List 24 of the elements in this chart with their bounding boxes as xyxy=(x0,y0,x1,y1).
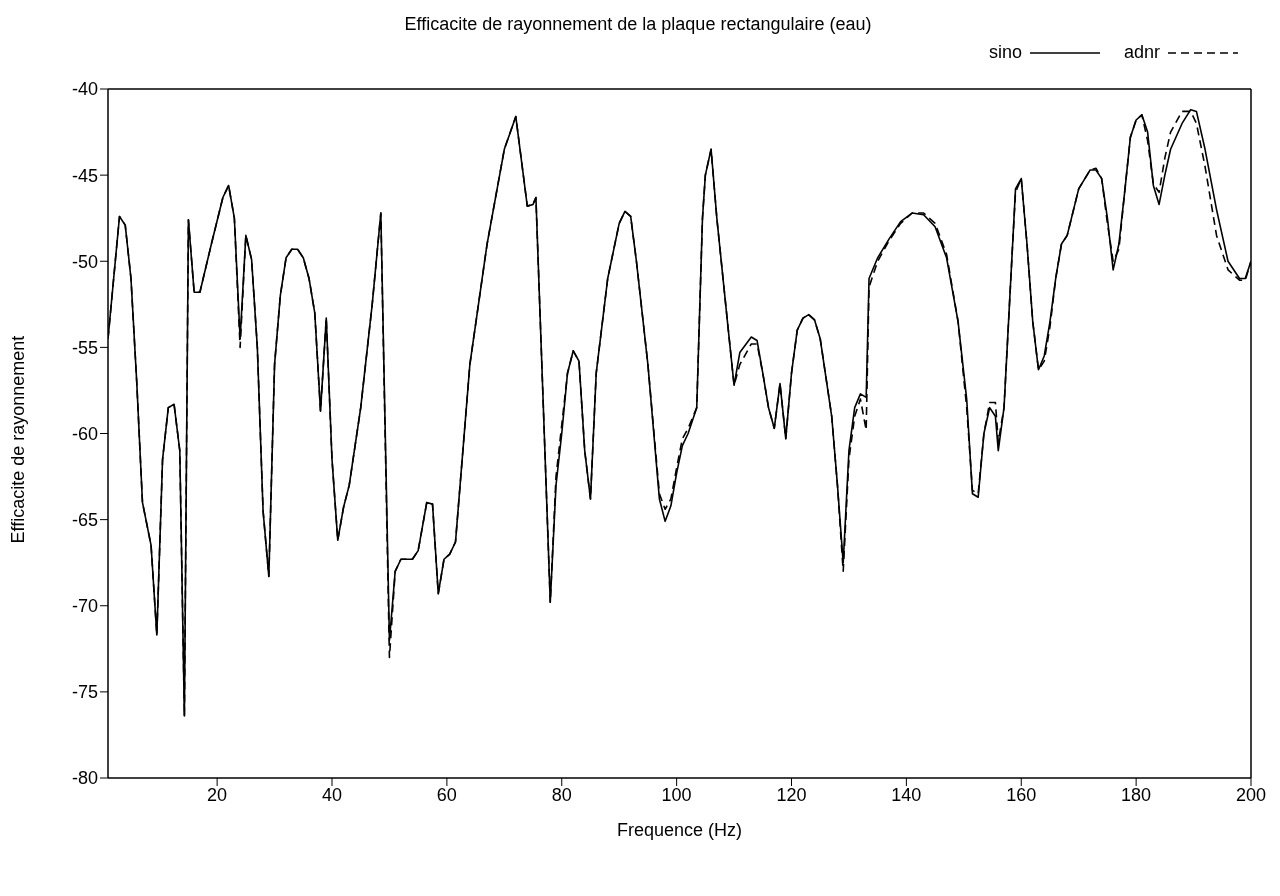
y-tick-label: -80 xyxy=(71,768,98,789)
x-tick-label: 120 xyxy=(776,784,807,805)
x-axis-title: Frequence (Hz) xyxy=(616,820,743,840)
y-tick-label: -75 xyxy=(71,682,98,703)
y-tick-label: -45 xyxy=(71,165,98,186)
chart-title: Efficacite de rayonnement de la plaque rectangulaire (eau) xyxy=(403,14,873,35)
x-tick-label: 140 xyxy=(891,784,922,805)
y-tick-label: -55 xyxy=(71,337,98,358)
y-tick-label: -40 xyxy=(71,79,98,100)
x-tick-label: 80 xyxy=(551,784,572,805)
x-tick-label: 40 xyxy=(321,784,343,805)
y-tick-label: -60 xyxy=(71,423,98,444)
x-tick-label: 20 xyxy=(207,784,228,805)
y-tick-label: -50 xyxy=(71,251,98,272)
x-tick-label: 200 xyxy=(1235,784,1267,805)
x-tick-label: 60 xyxy=(436,784,457,805)
x-tick-label: 100 xyxy=(661,784,692,805)
x-tick-label: 180 xyxy=(1121,784,1152,805)
y-tick-label: -65 xyxy=(71,510,98,531)
legend-label: sino xyxy=(988,42,1022,63)
x-tick-label: 160 xyxy=(1006,784,1037,805)
y-axis-title: Efficacite de rayonnement xyxy=(8,335,29,544)
legend-label: adnr xyxy=(1123,42,1160,63)
y-tick-label: -70 xyxy=(71,596,98,617)
